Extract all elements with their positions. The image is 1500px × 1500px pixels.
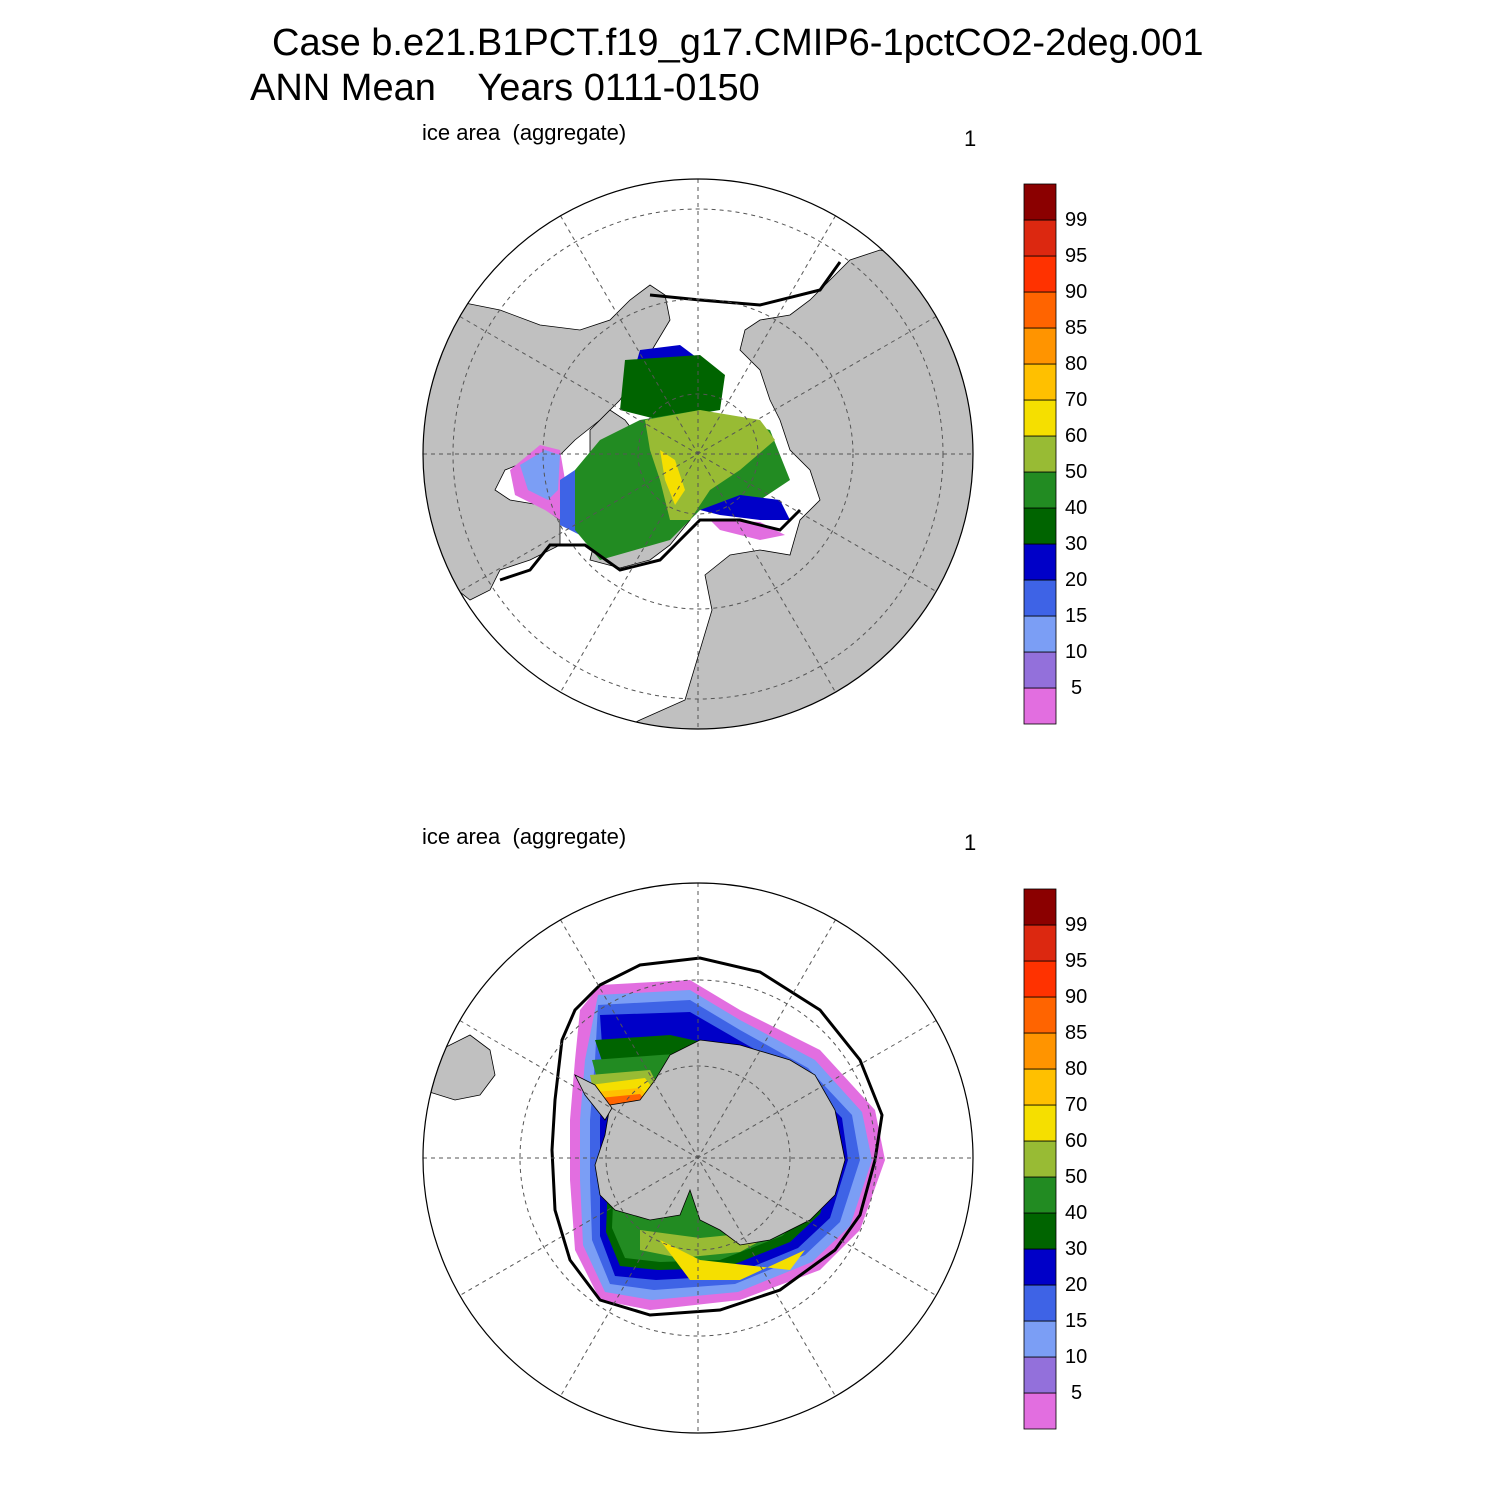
north-ice-band-70: [660, 450, 685, 505]
south-graticule: [423, 883, 973, 1433]
south-colorbar-label: 95: [1065, 950, 1088, 972]
north-colorbar-label: 5: [1071, 677, 1083, 699]
north-colorbar-box: [1023, 543, 1057, 581]
north-colorbar-box: [1023, 363, 1057, 401]
south-colorbar-box: [1023, 1212, 1057, 1250]
south-panel-field-label: ice area (aggregate): [422, 824, 627, 849]
south-colorbar-label: 10: [1065, 1346, 1088, 1368]
south-colorbar-box: [1023, 1248, 1057, 1286]
north-colorbar-label: 99: [1065, 209, 1088, 231]
south-polar-map: [422, 882, 974, 1434]
south-panel-right-label: 1: [964, 830, 977, 855]
north-colorbar-box: [1023, 219, 1057, 257]
south-map-border: [422, 882, 974, 1434]
north-colorbar-box: [1023, 507, 1057, 545]
north-observed-ice-edge: [499, 261, 842, 582]
north-ice-band-atlantic-blue: [700, 495, 790, 520]
north-map-border: [422, 178, 974, 730]
south-colorbar-label: 80: [1065, 1058, 1088, 1080]
north-colorbar-label: 15: [1065, 605, 1088, 627]
figure-title-case: Case b.e21.B1PCT.f19_g17.CMIP6-1pctCO2-2…: [272, 22, 1204, 64]
south-colorbar-box: [1023, 1176, 1057, 1214]
north-colorbar-label: 60: [1065, 425, 1088, 447]
south-colorbar-box: [1023, 1032, 1057, 1070]
north-colorbar-box: [1023, 291, 1057, 329]
north-colorbar-label: 70: [1065, 389, 1088, 411]
north-colorbar-label: 50: [1065, 461, 1088, 483]
north-colorbar-label: 85: [1065, 317, 1088, 339]
north-polar-map: [422, 178, 974, 730]
north-colorbar-box: [1023, 435, 1057, 473]
south-colorbar-box: [1023, 1068, 1057, 1106]
south-observed-ice-edge: [550, 956, 884, 1317]
south-colorbar-label: 50: [1065, 1166, 1088, 1188]
north-colorbar-box: [1023, 327, 1057, 365]
south-land-antarctica: [594, 1039, 846, 1246]
north-land-eurasia: [598, 249, 973, 729]
north-panel-right-label: 1: [964, 126, 977, 151]
north-graticule: [423, 179, 973, 729]
north-colorbar-label: 80: [1065, 353, 1088, 375]
north-colorbar-box: [1023, 183, 1057, 221]
south-colorbar-label: 60: [1065, 1130, 1088, 1152]
south-colorbar-label: 15: [1065, 1310, 1088, 1332]
north-colorbar-box: [1023, 255, 1057, 293]
north-colorbar-box: [1023, 579, 1057, 617]
south-colorbar-box: [1023, 1284, 1057, 1322]
north-ice-band-15: [520, 450, 560, 500]
south-colorbar-box: [1023, 888, 1057, 926]
south-colorbar-label: 5: [1071, 1382, 1083, 1404]
south-colorbar-box: [1023, 1104, 1057, 1142]
south-colorbar-box: [1023, 996, 1057, 1034]
south-colorbar-box: [1023, 1320, 1057, 1358]
south-colorbar-label: 30: [1065, 1238, 1088, 1260]
north-colorbar-box: [1023, 651, 1057, 689]
south-colorbar-box: [1023, 924, 1057, 962]
south-colorbar-box: [1023, 1392, 1057, 1430]
north-colorbar: [1023, 183, 1057, 725]
north-colorbar-label: 90: [1065, 281, 1088, 303]
north-colorbar-box: [1023, 471, 1057, 509]
south-colorbar-box: [1023, 960, 1057, 998]
south-colorbar: [1023, 888, 1057, 1430]
north-colorbar-label: 30: [1065, 533, 1088, 555]
south-colorbar-label: 70: [1065, 1094, 1088, 1116]
south-colorbar-label: 40: [1065, 1202, 1088, 1224]
north-ice-band-atlantic-pink: [710, 520, 785, 540]
south-colorbar-label: 85: [1065, 1022, 1088, 1044]
north-colorbar-label: 10: [1065, 641, 1088, 663]
north-colorbar-box: [1023, 399, 1057, 437]
north-colorbar-box: [1023, 615, 1057, 653]
south-colorbar-box: [1023, 1140, 1057, 1178]
south-colorbar-label: 90: [1065, 986, 1088, 1008]
south-colorbar-label: 20: [1065, 1274, 1088, 1296]
north-colorbar-box: [1023, 687, 1057, 725]
north-colorbar-label: 95: [1065, 245, 1088, 267]
north-ice-band-40: [620, 355, 725, 420]
figure-title-period: ANN Mean Years 0111-0150: [250, 67, 760, 109]
north-colorbar-label: 20: [1065, 569, 1088, 591]
north-panel-field-label: ice area (aggregate): [422, 120, 627, 145]
north-colorbar-label: 40: [1065, 497, 1088, 519]
south-colorbar-label: 99: [1065, 914, 1088, 936]
south-colorbar-box: [1023, 1356, 1057, 1394]
